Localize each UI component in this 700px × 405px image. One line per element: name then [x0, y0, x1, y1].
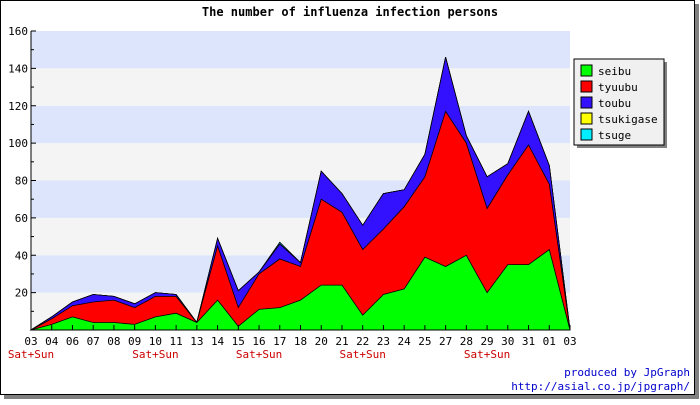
x-tick-label: 07: [87, 335, 100, 348]
y-tick-label: 80: [15, 175, 28, 188]
x-tick-label: 18: [294, 335, 307, 348]
area-seibu: [30, 248, 571, 331]
x-tick-label: 03: [24, 335, 37, 348]
stacked-areas: [29, 57, 571, 331]
legend-label-tsukigase: tsukigase: [598, 113, 658, 126]
y-tick-label: 40: [15, 249, 28, 262]
x-tick-label: 09: [128, 335, 141, 348]
weekend-label: Sat+Sun: [464, 348, 510, 361]
x-tick-label: 10: [149, 335, 162, 348]
axes: [30, 30, 571, 331]
x-tick-label: 21: [335, 335, 348, 348]
legend-swatch-tsukigase: [580, 112, 593, 125]
x-tick-label: 04: [45, 335, 59, 348]
x-tick-label: 14: [211, 335, 225, 348]
credit-line-1: produced by JpGraph: [564, 366, 690, 379]
legend-swatch-tsuge: [580, 128, 593, 141]
legend-swatch-tyuubu: [580, 80, 593, 93]
x-tick-label: 20: [315, 335, 328, 348]
x-tick-label: 03: [563, 335, 576, 348]
legend-swatch-toubu: [580, 96, 593, 109]
legend-label-toubu: toubu: [598, 97, 631, 110]
y-tick-labels: 20 40 60 80 100 120 140 160: [8, 25, 28, 300]
x-tick-label: 06: [66, 335, 79, 348]
y-tick-label: 100: [8, 137, 28, 150]
legend-label-tsuge: tsuge: [598, 129, 631, 142]
background-band: [31, 105, 570, 144]
x-tick-labels: 03 04 06 07 08 09 10 11 13 14 15 16 17 18 20 21 22 23 24 25…: [24, 335, 576, 348]
legend-label-seibu: seibu: [598, 65, 631, 78]
x-tick-label: 29: [480, 335, 493, 348]
x-tick-label: 13: [190, 335, 203, 348]
y-tick-label: 160: [8, 25, 28, 38]
weekend-labels: Sat+Sun Sat+Sun Sat+Sun Sat+Sun Sat+Sun: [8, 348, 510, 361]
weekend-label: Sat+Sun: [236, 348, 282, 361]
credit-line-2: http://asial.co.jp/jpgraph/: [511, 380, 690, 393]
x-tick-label: 17: [273, 335, 286, 348]
x-tick-label: 11: [169, 335, 182, 348]
y-tick-label: 120: [8, 100, 28, 113]
x-tick-label: 31: [522, 335, 535, 348]
y-tick-label: 140: [8, 62, 28, 75]
x-tick-label: 22: [356, 335, 369, 348]
legend-swatch-seibu: [580, 64, 593, 77]
background-band: [31, 68, 570, 106]
weekend-label: Sat+Sun: [340, 348, 386, 361]
background-band: [31, 143, 570, 181]
x-tick-label: 16: [252, 335, 265, 348]
legend: seibu tyuubu toubu tsukigase tsuge: [573, 58, 667, 148]
x-tick-label: 25: [418, 335, 431, 348]
weekend-label: Sat+Sun: [132, 348, 178, 361]
x-tick-label: 23: [377, 335, 390, 348]
x-tick-label: 27: [439, 335, 452, 348]
y-tick-label: 60: [15, 212, 28, 225]
y-tick-label: 20: [15, 287, 28, 300]
weekend-label: Sat+Sun: [8, 348, 54, 361]
legend-label-tyuubu: tyuubu: [598, 81, 638, 94]
x-tick-label: 30: [501, 335, 514, 348]
x-tick-label: 01: [543, 335, 556, 348]
x-tick-label: 24: [398, 335, 412, 348]
x-tick-label: 28: [460, 335, 473, 348]
x-tick-label: 15: [232, 335, 245, 348]
background-band: [31, 31, 570, 69]
x-tick-label: 08: [107, 335, 120, 348]
chart-title: The number of influenza infection person…: [202, 5, 498, 19]
